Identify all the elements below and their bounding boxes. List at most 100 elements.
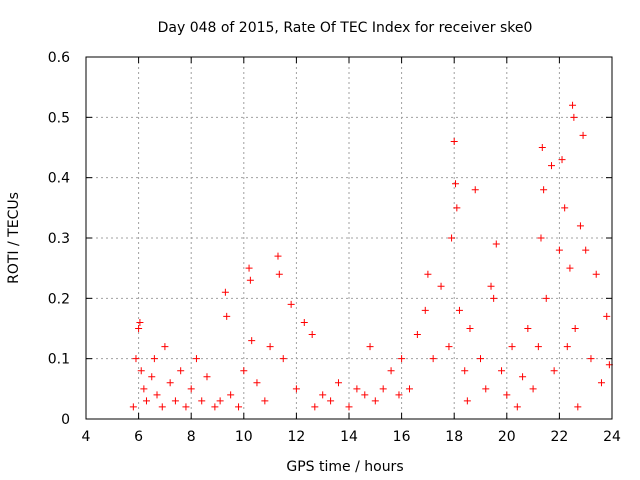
data-point: [227, 391, 235, 399]
data-point: [287, 300, 295, 308]
x-tick-label: 18: [445, 429, 463, 445]
data-point: [603, 312, 611, 320]
data-point: [361, 391, 369, 399]
data-point: [471, 186, 479, 194]
data-point: [319, 391, 327, 399]
data-point: [592, 270, 600, 278]
data-point: [153, 391, 161, 399]
data-point: [524, 325, 532, 332]
chart-title: Day 048 of 2015, Rate Of TEC Index for r…: [158, 20, 533, 36]
data-point: [492, 240, 500, 248]
data-point: [450, 137, 458, 145]
x-tick-label: 6: [134, 429, 143, 445]
data-point: [453, 204, 461, 212]
data-point: [508, 343, 516, 351]
data-point: [140, 385, 148, 393]
data-point: [424, 270, 432, 278]
data-point: [561, 204, 569, 212]
data-point: [177, 367, 185, 375]
x-tick-label: 16: [393, 429, 411, 445]
data-point: [135, 325, 143, 332]
data-point: [548, 162, 556, 170]
data-point: [550, 367, 558, 375]
data-point: [576, 222, 584, 230]
data-point: [292, 385, 300, 393]
data-point: [452, 180, 460, 188]
data-point: [466, 325, 474, 332]
y-tick-label: 0: [61, 412, 70, 428]
data-point: [221, 288, 229, 296]
data-point: [311, 403, 319, 411]
data-point: [566, 264, 574, 272]
data-point: [582, 246, 590, 254]
data-point: [597, 379, 605, 387]
data-point: [223, 312, 231, 320]
data-point: [379, 385, 387, 393]
data-point: [574, 403, 582, 411]
x-tick-label: 10: [235, 429, 253, 445]
data-point: [579, 131, 587, 139]
data-point: [150, 355, 158, 363]
data-point: [448, 234, 456, 242]
data-point: [300, 318, 308, 326]
y-tick-label: 0.2: [48, 291, 70, 307]
data-point: [171, 397, 179, 405]
data-point: [569, 101, 577, 109]
data-point: [132, 355, 140, 363]
x-tick-label: 8: [187, 429, 196, 445]
data-point: [463, 397, 471, 405]
data-point: [563, 343, 571, 351]
data-point: [395, 391, 403, 399]
axis-ticks: 4 6 8 10 12 14 16 18 20 22 24 0 0.1 0.2 0.3 0.4 0.5 0.6: [48, 50, 621, 445]
data-point: [203, 373, 211, 381]
y-tick-label: 0.1: [48, 352, 70, 368]
data-point: [513, 403, 521, 411]
grid: [86, 57, 612, 419]
data-point: [261, 397, 269, 405]
data-point: [327, 397, 335, 405]
x-tick-label: 20: [498, 429, 516, 445]
data-point: [587, 355, 595, 363]
data-point: [558, 156, 566, 164]
data-point: [429, 355, 437, 363]
x-tick-label: 12: [287, 429, 305, 445]
data-point: [245, 264, 253, 272]
data-point: [398, 355, 406, 363]
data-point: [482, 385, 490, 393]
data-point: [235, 403, 243, 411]
data-point: [211, 403, 219, 411]
data-point: [529, 385, 537, 393]
y-axis-title: ROTI / TECUs: [6, 192, 22, 284]
x-tick-label: 22: [550, 429, 568, 445]
data-point: [519, 373, 527, 381]
data-point: [136, 318, 144, 326]
data-point: [534, 343, 542, 351]
data-point: [405, 385, 413, 393]
data-point: [487, 282, 495, 290]
data-point: [366, 343, 374, 351]
y-tick-label: 0.6: [48, 50, 70, 66]
x-axis-title: GPS time / hours: [286, 459, 403, 475]
data-point: [279, 355, 287, 363]
data-point: [387, 367, 395, 375]
y-tick-label: 0.4: [48, 171, 70, 187]
data-point: [240, 367, 248, 375]
data-point: [166, 379, 174, 387]
data-point: [187, 385, 195, 393]
data-point: [498, 367, 506, 375]
x-tick-label: 14: [340, 429, 358, 445]
data-point: [413, 331, 421, 339]
data-point: [421, 306, 429, 314]
data-point: [461, 367, 469, 375]
data-point: [571, 325, 579, 332]
data-point: [182, 403, 190, 411]
data-point: [129, 403, 137, 411]
data-point: [192, 355, 200, 363]
data-point: [353, 385, 361, 393]
data-point: [334, 379, 342, 387]
data-point: [246, 276, 254, 284]
data-point: [537, 234, 545, 242]
y-tick-label: 0.3: [48, 231, 70, 247]
data-point: [445, 343, 453, 351]
